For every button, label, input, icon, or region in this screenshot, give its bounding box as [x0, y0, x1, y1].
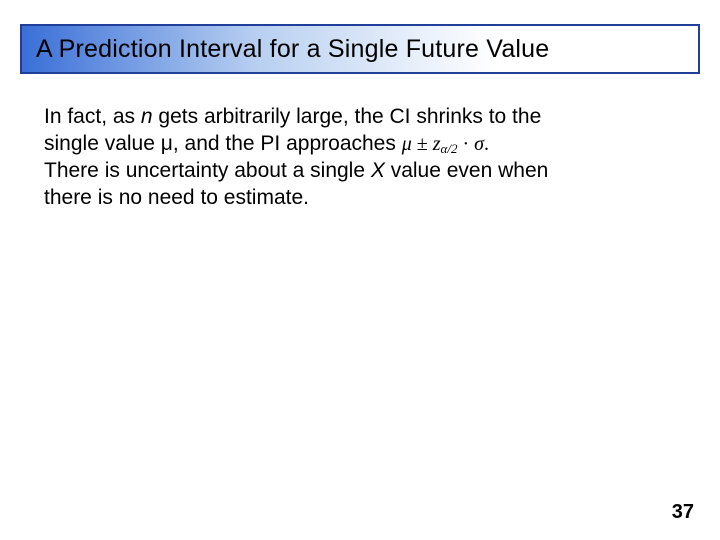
var-x: X — [371, 159, 385, 182]
formula-pm: ± — [412, 133, 433, 155]
page-number: 37 — [672, 501, 694, 524]
title-bar: A Prediction Interval for a Single Futur… — [20, 24, 700, 74]
body-paragraph: In fact, as n gets arbitrarily large, th… — [44, 104, 676, 212]
slide-title: A Prediction Interval for a Single Futur… — [36, 35, 549, 64]
text-seg: value even when — [385, 159, 548, 182]
formula-dot: · — [457, 133, 474, 155]
formula-mu: μ — [402, 133, 412, 155]
text-seg: There is uncertainty about a single — [44, 159, 371, 182]
var-mu: μ — [161, 132, 173, 155]
formula-z: z — [433, 133, 441, 155]
text-seg: there is no need to estimate. — [44, 186, 309, 209]
formula-sigma: σ — [474, 133, 484, 155]
text-seg: , and the PI approaches — [173, 132, 402, 155]
formula-sub: α/2 — [441, 141, 458, 156]
var-n: n — [141, 105, 153, 128]
text-seg: In fact, as — [44, 105, 141, 128]
formula-period: . — [484, 133, 489, 155]
formula: μ ± zα/2 · σ. — [402, 133, 489, 155]
text-seg: single value — [44, 132, 161, 155]
text-seg: gets arbitrarily large, the CI shrinks t… — [153, 105, 542, 128]
